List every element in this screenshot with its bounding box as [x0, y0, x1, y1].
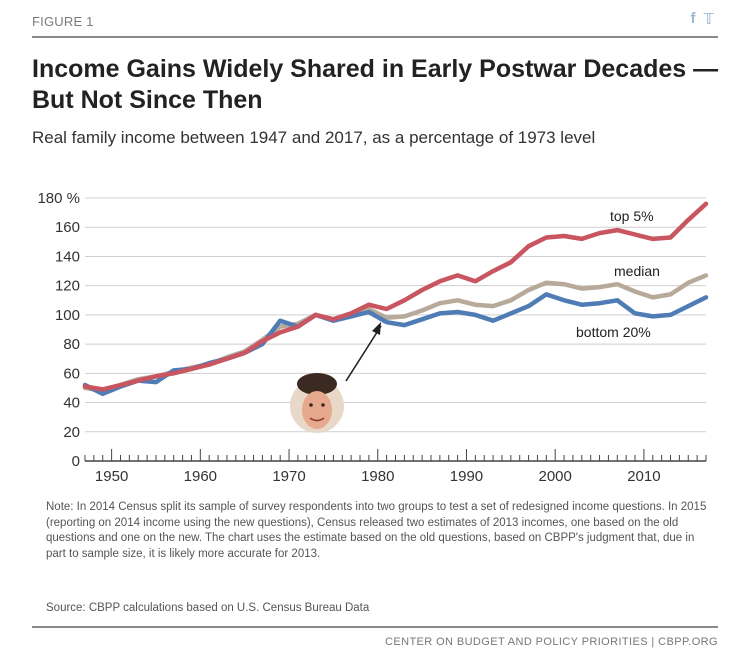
series-label-median: median — [614, 263, 660, 279]
y-tick-label: 120 — [55, 278, 80, 295]
footer-credit: CENTER ON BUDGET AND POLICY PRIORITIES |… — [385, 636, 718, 648]
x-tick-label: 1980 — [361, 468, 394, 485]
bottom-divider — [32, 626, 718, 628]
y-axis-ticks: 0 20 40 60 80 100 120 140 160 180 % — [37, 190, 80, 470]
series-lines — [82, 201, 709, 397]
facebook-icon[interactable]: f — [690, 10, 696, 27]
y-tick-label: 0 — [72, 453, 80, 470]
annotation-arrowhead — [372, 322, 381, 335]
social-links: f 𝕋 — [691, 10, 714, 28]
twitter-icon[interactable]: 𝕋 — [703, 11, 714, 28]
figure-label: FIGURE 1 — [32, 14, 94, 29]
x-tick-label: 1990 — [450, 468, 483, 485]
y-tick-label: 80 — [63, 336, 80, 353]
x-tick-label: 2000 — [538, 468, 571, 485]
y-tick-label: 60 — [63, 365, 80, 382]
series-label-top5: top 5% — [610, 208, 654, 224]
top-divider — [32, 36, 718, 38]
y-tick-label: 40 — [63, 395, 80, 412]
chart-source: Source: CBPP calculations based on U.S. … — [46, 602, 370, 614]
series-label-bottom20: bottom 20% — [576, 324, 651, 340]
y-tick-label: 140 — [55, 248, 80, 265]
chart-subtitle: Real family income between 1947 and 2017… — [32, 128, 596, 147]
x-axis-ticks: 1950 1960 1970 1980 1990 2000 2010 — [84, 449, 707, 485]
x-tick-label: 1950 — [95, 468, 128, 485]
portrait-icon — [290, 373, 344, 433]
series-line-top5 — [82, 201, 709, 392]
chart-note: Note: In 2014 Census split its sample of… — [46, 501, 707, 560]
chart-title: Income Gains Widely Shared in Early Post… — [32, 55, 719, 114]
annotation-arrow — [345, 325, 382, 382]
y-tick-label: 160 — [55, 219, 80, 236]
reagan-annotation — [290, 322, 382, 433]
x-tick-label: 1960 — [184, 468, 217, 485]
y-tick-label: 100 — [55, 307, 80, 324]
y-tick-label: 20 — [63, 424, 80, 441]
x-tick-label: 2010 — [627, 468, 660, 485]
y-tick-label: 180 % — [37, 190, 80, 207]
x-tick-label: 1970 — [272, 468, 305, 485]
series-labels: top 5% median bottom 20% — [576, 208, 660, 340]
